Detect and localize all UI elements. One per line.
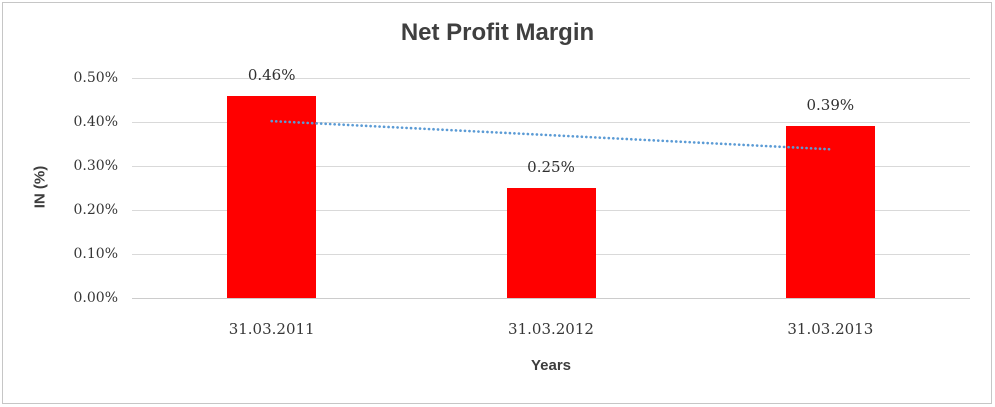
x-tick-label: 31.03.2012 [508, 320, 594, 338]
x-axis-title: Years [530, 357, 572, 374]
gridline [132, 298, 970, 299]
chart-title: Net Profit Margin [400, 19, 595, 46]
gridline [132, 166, 970, 167]
bar-value-label: 0.39% [806, 96, 855, 115]
x-tick-label: 31.03.2011 [228, 320, 315, 338]
y-tick-label: 0.20% [73, 202, 118, 218]
gridline [132, 78, 970, 79]
gridline [132, 122, 970, 123]
y-tick-label: 0.30% [73, 158, 118, 174]
y-tick-label: 0.50% [73, 70, 118, 86]
bar-31.03.2012 [506, 188, 596, 298]
bar-value-label: 0.46% [247, 65, 296, 84]
plot-area [132, 78, 970, 299]
bar-31.03.2011 [227, 95, 317, 298]
bar-value-label: 0.25% [527, 158, 575, 176]
trendline-svg [270, 119, 832, 151]
y-tick-label: 0.00% [73, 290, 118, 306]
trendline [270, 119, 832, 151]
bar-31.03.2013 [785, 126, 875, 298]
y-tick-label: 0.10% [73, 246, 118, 262]
y-tick-label: 0.40% [73, 114, 118, 130]
x-tick-label: 31.03.2013 [787, 320, 874, 338]
